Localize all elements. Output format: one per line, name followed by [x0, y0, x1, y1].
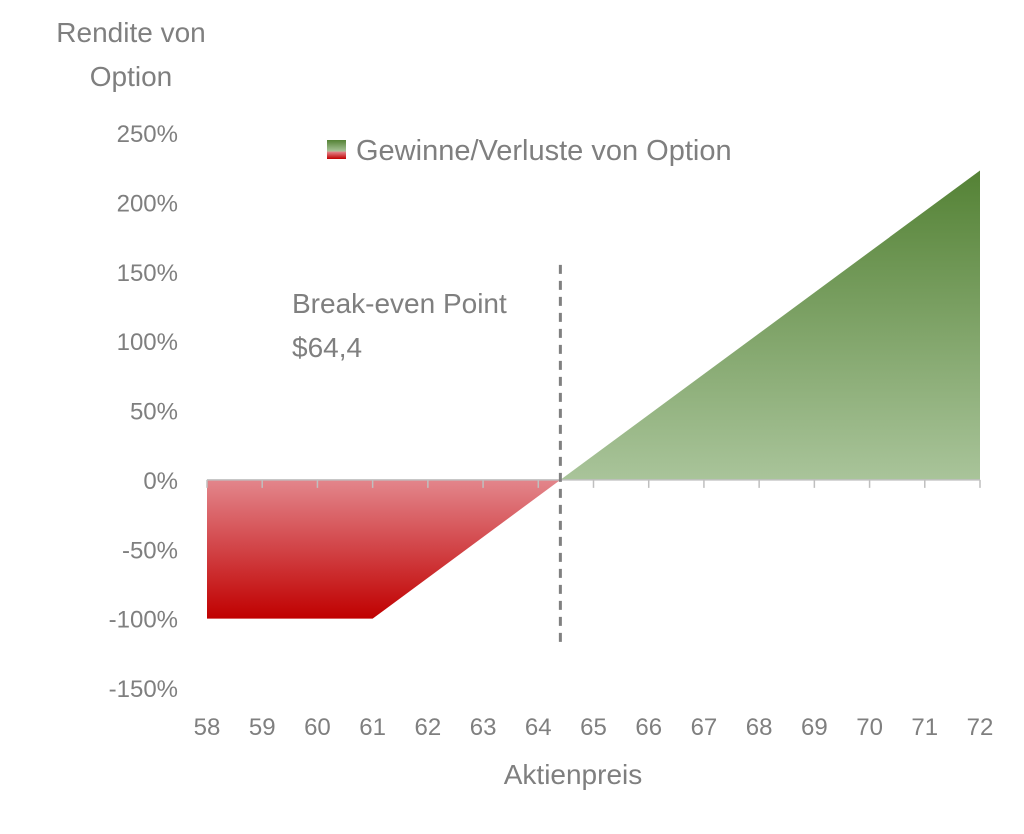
y-tick-label: -50% — [122, 537, 178, 564]
y-tick-label: 50% — [130, 399, 178, 426]
x-tick-label: 61 — [359, 714, 386, 741]
x-tick-labels: 58 59 60 61 62 63 64 65 66 67 68 69 70 71 72 — [194, 714, 994, 741]
x-tick-label: 58 — [194, 714, 221, 741]
y-tick-label: 100% — [117, 329, 178, 356]
x-tick-label: 66 — [635, 714, 662, 741]
y-tick-label: 200% — [117, 190, 178, 217]
break-even-label: Break-even Point — [292, 288, 507, 319]
loss-area — [207, 479, 561, 619]
legend-swatch — [327, 140, 346, 159]
y-tick-labels: 250% 200% 150% 100% 50% 0% -50% -100% -150% — [109, 121, 178, 703]
y-tick-label: -150% — [109, 676, 178, 703]
break-even-value: $64,4 — [292, 332, 362, 363]
y-tick-label: 0% — [143, 468, 178, 495]
x-tick-label: 65 — [580, 714, 607, 741]
x-tick-label: 60 — [304, 714, 331, 741]
x-tick-label: 72 — [967, 714, 994, 741]
x-tick-label: 64 — [525, 714, 552, 741]
y-tick-label: -100% — [109, 607, 178, 634]
x-tick-label: 71 — [911, 714, 938, 741]
y-axis-title-line1: Rendite von — [56, 17, 205, 48]
y-tick-label: 250% — [117, 121, 178, 148]
plot-areas — [207, 170, 980, 619]
x-axis-title: Aktienpreis — [504, 759, 643, 790]
x-tick-label: 70 — [856, 714, 883, 741]
y-tick-label: 150% — [117, 260, 178, 287]
x-tick-label: 67 — [691, 714, 718, 741]
legend-label: Gewinne/Verluste von Option — [356, 135, 732, 167]
x-tick-label: 68 — [746, 714, 773, 741]
x-tick-label: 62 — [415, 714, 442, 741]
x-tick-label: 59 — [249, 714, 276, 741]
x-tick-label: 63 — [470, 714, 497, 741]
x-tick-label: 69 — [801, 714, 828, 741]
y-axis-title-line2: Option — [90, 61, 173, 92]
x-axis — [206, 479, 981, 488]
gain-area — [560, 170, 980, 480]
